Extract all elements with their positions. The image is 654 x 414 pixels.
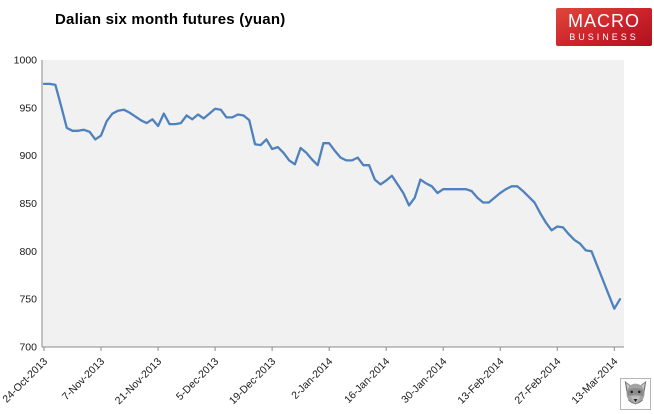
x-tick-label: 30-Jan-2014 [399, 356, 449, 406]
y-tick-label: 1000 [14, 55, 38, 67]
x-tick-label: 21-Nov-2013 [113, 356, 165, 408]
x-tick-label: 27-Feb-2014 [512, 356, 563, 407]
wolf-head-icon [624, 380, 647, 406]
plot-area [42, 60, 624, 347]
x-tick-label: 7-Nov-2013 [60, 356, 107, 403]
macrobusiness-logo-macro-text: MACRO [568, 11, 640, 31]
y-tick-label: 850 [19, 198, 37, 210]
y-tick-label: 900 [19, 150, 37, 162]
chart-title: Dalian six month futures (yuan) [55, 11, 286, 28]
x-tick-label: 13-Mar-2014 [569, 356, 620, 407]
wolf-logo [620, 378, 651, 410]
price-line [42, 82, 622, 310]
y-tick-label: 750 [19, 294, 37, 306]
x-tick-label: 5-Dec-2013 [174, 356, 221, 403]
macrobusiness-logo: MACRO BUSINESS [556, 8, 652, 46]
y-tick-label: 950 [19, 102, 37, 114]
x-tick-label: 13-Feb-2014 [455, 356, 506, 407]
x-tick-label: 2-Jan-2014 [289, 356, 335, 402]
x-tick-label: 16-Jan-2014 [342, 356, 392, 406]
macrobusiness-logo-business-text: BUSINESS [569, 32, 639, 42]
y-tick-label: 700 [19, 342, 37, 354]
x-tick-label: 19-Dec-2013 [227, 356, 279, 408]
x-tick-label: 24-Oct-2013 [0, 356, 50, 406]
y-tick-label: 800 [19, 246, 37, 258]
